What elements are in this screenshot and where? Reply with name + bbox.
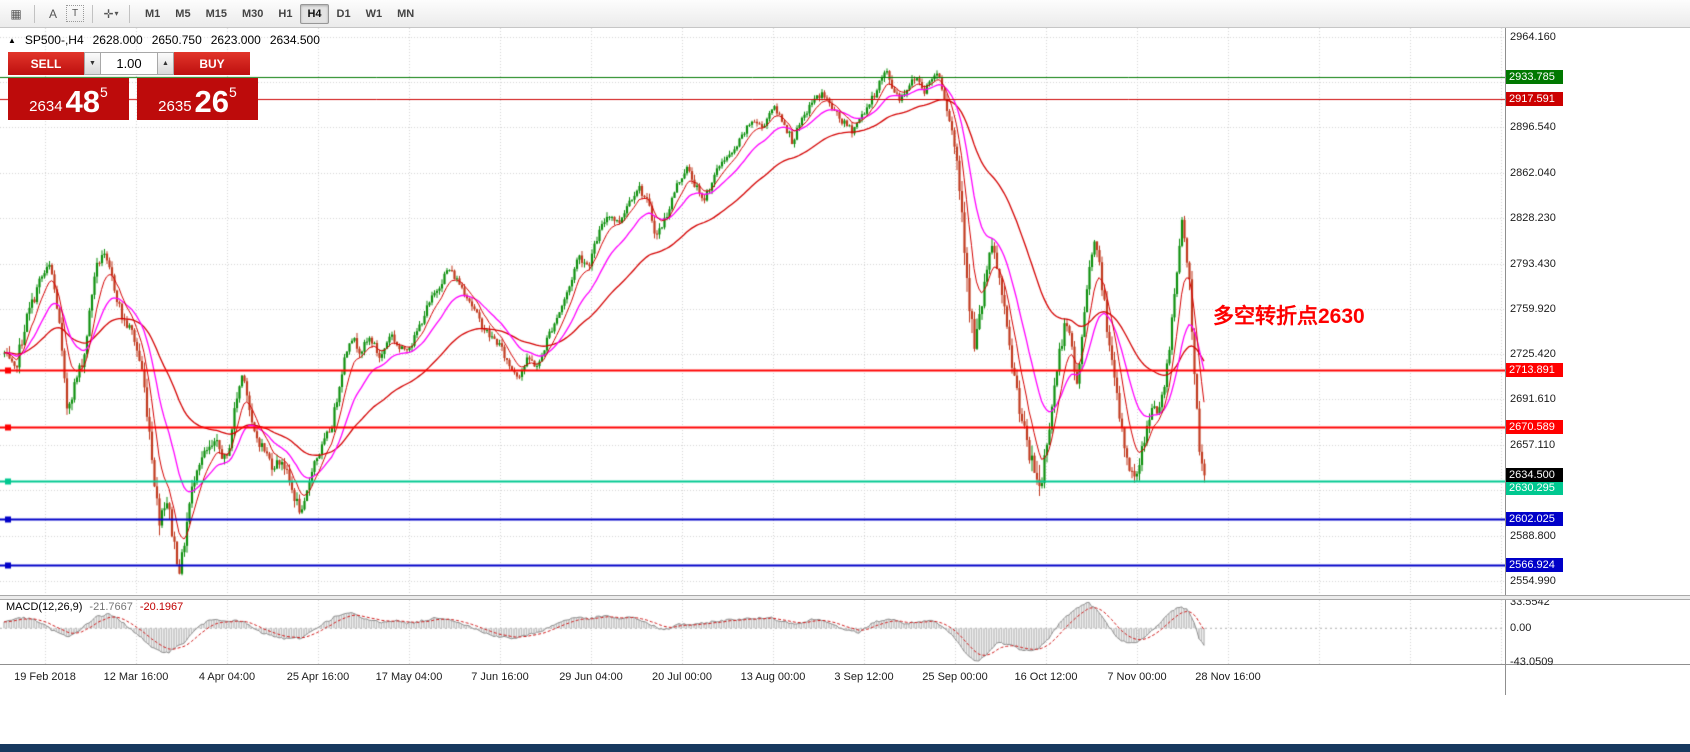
crosshair-glyph: ✛ bbox=[103, 6, 114, 21]
toolbar-separator bbox=[129, 4, 130, 23]
macd-indicator-name: MACD(12,26,9) bbox=[6, 601, 83, 613]
time-axis-label: 13 Aug 00:00 bbox=[740, 671, 806, 683]
ohlc-close: 2634.500 bbox=[269, 33, 320, 47]
buy-quote-button[interactable]: 2635 26 5 bbox=[137, 78, 258, 120]
price-axis-separator bbox=[1505, 28, 1506, 695]
price-axis-label: 2588.800 bbox=[1510, 530, 1556, 543]
hline-price-badge[interactable]: 2933.785 bbox=[1506, 70, 1563, 85]
price-axis-label: 2896.540 bbox=[1510, 120, 1556, 133]
hline-price-badge[interactable]: 2630.295 bbox=[1506, 481, 1563, 496]
price-axis-label: 2657.110 bbox=[1510, 439, 1556, 452]
ohlc-high: 2650.750 bbox=[151, 33, 202, 47]
timeframe-button-h4[interactable]: H4 bbox=[300, 3, 329, 24]
time-axis-label: 25 Sep 00:00 bbox=[922, 671, 988, 683]
symbol-marker-icon: ▲ bbox=[8, 35, 16, 45]
macd-signal-value: -20.1967 bbox=[139, 601, 184, 613]
time-axis-label: 19 Feb 2018 bbox=[14, 671, 76, 683]
timeframe-button-m15[interactable]: M15 bbox=[205, 7, 227, 20]
price-axis-label: 2691.610 bbox=[1510, 393, 1556, 406]
price-axis-label: 2793.430 bbox=[1510, 258, 1556, 271]
sell-price-pip: 5 bbox=[100, 84, 108, 100]
time-axis-label: 17 May 04:00 bbox=[375, 671, 443, 683]
toolbar-separator bbox=[34, 4, 35, 23]
dropdown-arrow-icon: ▾ bbox=[114, 9, 119, 18]
chart-text-annotation[interactable]: 多空转折点2630 bbox=[1213, 305, 1365, 328]
crosshair-tool-icon[interactable]: ✛ ▾ bbox=[101, 4, 121, 24]
price-axis-label: 2964.160 bbox=[1510, 31, 1556, 44]
macd-main-value: -21.7667 bbox=[89, 601, 133, 613]
time-axis-label: 3 Sep 12:00 bbox=[834, 671, 894, 683]
time-axis-label: 12 Mar 16:00 bbox=[103, 671, 169, 683]
timeframe-button-h1[interactable]: H1 bbox=[278, 7, 293, 20]
price-axis-label: 2759.920 bbox=[1510, 302, 1556, 315]
current-price-badge: 2634.500 bbox=[1506, 468, 1563, 483]
volume-increase-button[interactable]: ▲ bbox=[157, 52, 174, 75]
time-axis-label: 16 Oct 12:00 bbox=[1014, 671, 1078, 683]
timeframe-button-m5[interactable]: M5 bbox=[175, 7, 191, 20]
sell-price-prefix: 2634 bbox=[29, 98, 63, 115]
time-axis-separator bbox=[0, 664, 1690, 665]
time-axis-label: 25 Apr 16:00 bbox=[286, 671, 350, 683]
ohlc-header: ▲ SP500-,H4 2628.000 2650.750 2623.000 2… bbox=[8, 33, 320, 47]
macd-header: MACD(12,26,9) -21.7667 -20.1967 bbox=[6, 601, 183, 613]
sell-button[interactable]: SELL bbox=[8, 52, 84, 75]
macd-chart-canvas[interactable] bbox=[0, 600, 1505, 664]
price-chart-canvas[interactable] bbox=[0, 28, 1505, 595]
symbol-label: SP500-,H4 bbox=[24, 33, 84, 47]
time-axis-label: 7 Jun 16:00 bbox=[471, 671, 529, 683]
one-click-trade-panel: SELL ▼ ▲ BUY 2634 48 5 2635 26 5 bbox=[8, 52, 258, 120]
trade-panel-controls: SELL ▼ ▲ BUY bbox=[8, 52, 258, 75]
hline-price-badge[interactable]: 2566.924 bbox=[1506, 558, 1563, 573]
taskbar-strip bbox=[0, 744, 1690, 752]
macd-axis-label: -43.0509 bbox=[1510, 656, 1554, 668]
hline-price-badge[interactable]: 2670.589 bbox=[1506, 420, 1563, 435]
text-box-icon[interactable]: T bbox=[66, 5, 84, 22]
ohlc-low: 2623.000 bbox=[210, 33, 261, 47]
sell-quote-button[interactable]: 2634 48 5 bbox=[8, 78, 129, 120]
time-axis-label: 28 Nov 16:00 bbox=[1195, 671, 1261, 683]
buy-price-prefix: 2635 bbox=[158, 98, 192, 115]
toolbar: ▦ A T ✛ ▾ M1 M5 M15 M30 H1 H4 D1 W1 MN bbox=[0, 0, 1690, 28]
timeframe-group: M1 M5 M15 M30 H1 H4 D1 W1 MN bbox=[138, 3, 421, 24]
chart-grid-icon[interactable]: ▦ bbox=[10, 6, 22, 21]
price-axis-label: 2862.040 bbox=[1510, 166, 1556, 179]
timeframe-button-m1[interactable]: M1 bbox=[145, 7, 161, 20]
toolbar-separator bbox=[92, 4, 93, 23]
hline-price-badge[interactable]: 2713.891 bbox=[1506, 362, 1563, 377]
sell-price-main: 48 bbox=[65, 84, 101, 119]
pane-splitter[interactable] bbox=[0, 595, 1690, 600]
time-axis-label: 7 Nov 00:00 bbox=[1107, 671, 1167, 683]
buy-price-main: 26 bbox=[194, 84, 230, 119]
hline-price-badge[interactable]: 2917.591 bbox=[1506, 92, 1563, 106]
time-axis-label: 20 Jul 00:00 bbox=[652, 671, 712, 683]
ohlc-open: 2628.000 bbox=[92, 33, 143, 47]
text-label-icon[interactable]: A bbox=[48, 6, 57, 21]
timeframe-button-mn[interactable]: MN bbox=[397, 7, 415, 20]
price-axis-label: 2725.420 bbox=[1510, 348, 1556, 361]
time-axis-label: 4 Apr 04:00 bbox=[198, 671, 256, 683]
timeframe-button-m30[interactable]: M30 bbox=[241, 7, 264, 20]
volume-input[interactable] bbox=[101, 52, 157, 75]
buy-price-pip: 5 bbox=[229, 84, 237, 100]
timeframe-button-w1[interactable]: W1 bbox=[365, 7, 383, 20]
price-axis-label: 2554.990 bbox=[1510, 575, 1556, 588]
price-axis-label: 2828.230 bbox=[1510, 211, 1556, 224]
time-axis-label: 29 Jun 04:00 bbox=[559, 671, 623, 683]
trade-panel-quotes: 2634 48 5 2635 26 5 bbox=[8, 78, 258, 120]
hline-price-badge[interactable]: 2602.025 bbox=[1506, 511, 1563, 526]
timeframe-button-d1[interactable]: D1 bbox=[336, 7, 351, 20]
buy-button[interactable]: BUY bbox=[174, 52, 250, 75]
macd-axis-label: 0.00 bbox=[1510, 622, 1532, 635]
volume-decrease-button[interactable]: ▼ bbox=[84, 52, 101, 75]
